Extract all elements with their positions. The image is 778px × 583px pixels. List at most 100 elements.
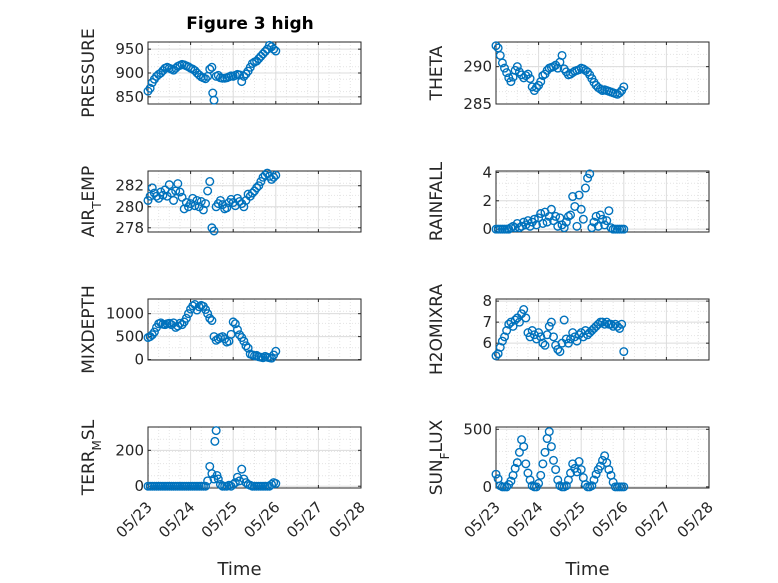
data-point: [525, 221, 535, 231]
data-point: [546, 204, 556, 214]
y-tick-label: 2: [482, 192, 492, 210]
data-point: [232, 325, 242, 335]
panel-theta: 285 290 THETA: [427, 41, 710, 113]
y-tick-label: 278: [115, 219, 144, 237]
data-point: [173, 321, 183, 331]
data-point: [164, 318, 174, 328]
y-axis-label: SUNFLUX: [427, 419, 452, 495]
data-point: [521, 313, 531, 323]
data-point: [580, 183, 590, 193]
series-sun_flux: [491, 427, 629, 492]
data-point: [561, 334, 571, 344]
data-point: [207, 316, 217, 326]
data-point: [228, 317, 238, 327]
data-point: [256, 177, 266, 187]
data-point: [205, 177, 215, 187]
series-rainfall: [491, 169, 629, 234]
data-point: [595, 84, 605, 94]
data-point: [576, 465, 586, 475]
data-point: [213, 474, 223, 484]
y-axis-label: MIXDEPTH: [79, 285, 99, 374]
data-point: [258, 353, 268, 363]
y-tick-label: 0: [482, 478, 492, 496]
y-tick-label: 1000: [106, 305, 144, 323]
data-point: [207, 469, 217, 479]
panel-h2omixra: 6 7 8 H2OMIXRA: [427, 284, 710, 375]
data-point: [260, 47, 270, 57]
data-point: [252, 183, 262, 193]
data-point: [572, 467, 582, 477]
axes-box: [495, 426, 710, 489]
y-tick-label: 280: [115, 198, 144, 216]
data-point: [502, 482, 512, 492]
figure-title: Figure 3 high: [186, 14, 314, 34]
series-terr_msl: [143, 426, 281, 491]
data-point: [523, 216, 533, 226]
data-point: [271, 479, 281, 489]
data-point: [619, 82, 629, 92]
x-axis-label: Time: [564, 559, 609, 580]
data-point: [561, 481, 571, 491]
y-tick-label: 282: [115, 177, 144, 195]
data-point: [514, 447, 524, 457]
data-point: [587, 223, 597, 233]
data-point: [619, 224, 629, 234]
data-point: [546, 317, 556, 327]
data-point: [576, 204, 586, 214]
data-point: [260, 170, 270, 180]
data-point: [239, 336, 249, 346]
data-point: [181, 313, 191, 323]
data-point: [491, 351, 501, 361]
data-point: [177, 320, 187, 330]
data-point: [559, 223, 569, 233]
series-mixdepth: [143, 300, 281, 363]
y-tick-label: 4: [482, 163, 492, 181]
y-tick-label: 500: [115, 328, 144, 346]
data-point: [544, 321, 554, 331]
data-point: [606, 223, 616, 233]
data-point: [519, 305, 529, 315]
series-air_temp: [143, 168, 281, 236]
data-point: [619, 347, 629, 357]
axes-box: [495, 298, 710, 361]
data-point: [230, 478, 240, 488]
data-point: [557, 50, 567, 60]
panel-pressure: 850 900 950 PRESSURE: [79, 28, 362, 118]
data-point: [147, 330, 157, 340]
data-point: [619, 482, 629, 492]
data-point: [570, 332, 580, 342]
data-point: [205, 313, 215, 323]
data-point: [210, 436, 220, 446]
data-point: [510, 463, 520, 473]
data-point: [213, 334, 223, 344]
data-point: [612, 321, 622, 331]
panel-rainfall: 0 2 4 RAINFALL: [427, 161, 710, 241]
data-point: [574, 330, 584, 340]
data-point: [617, 319, 627, 329]
y-tick-label: 7: [482, 313, 492, 331]
data-point: [237, 464, 247, 474]
y-axis-label: RAINFALL: [427, 161, 447, 241]
data-point: [247, 188, 257, 198]
y-tick-label: 0: [134, 351, 144, 369]
data-point: [158, 190, 168, 200]
data-point: [175, 187, 185, 197]
data-point: [542, 217, 552, 227]
series-h2omixra: [491, 305, 629, 361]
data-point: [549, 332, 559, 342]
data-point: [593, 319, 603, 329]
data-point: [190, 201, 200, 211]
data-point: [169, 195, 179, 205]
data-point: [506, 223, 516, 233]
data-point: [549, 455, 559, 465]
series-pressure: [143, 40, 281, 105]
data-point: [523, 69, 533, 79]
data-point: [519, 442, 529, 452]
data-point: [553, 221, 563, 231]
data-point: [561, 217, 571, 227]
data-point: [215, 479, 225, 489]
y-axis-label: H2OMIXRA: [427, 284, 447, 375]
y-axis-label: PRESSURE: [79, 28, 99, 117]
y-tick-label: 200: [115, 441, 144, 459]
